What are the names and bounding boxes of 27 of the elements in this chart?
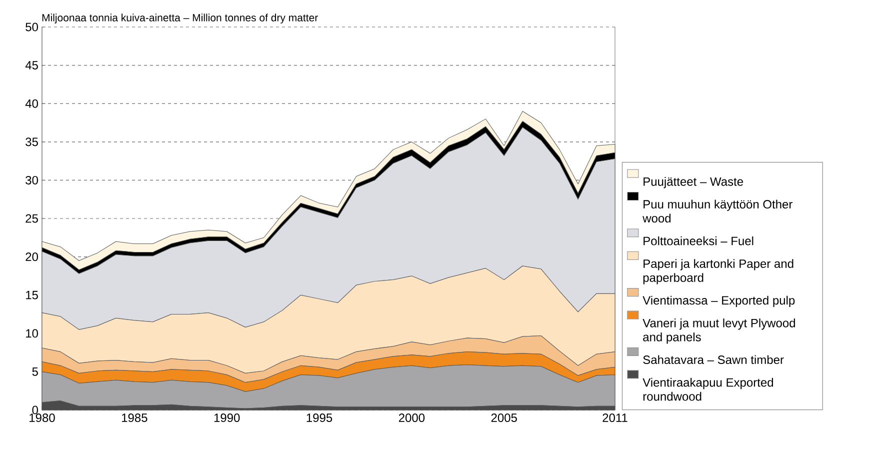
x-tick-label: 1980 xyxy=(30,414,55,422)
y-axis-title: Miljoonaa tonnia kuiva-ainetta – Million tonnes of dry matter xyxy=(42,14,318,24)
legend-label: Puujätteet – Waste xyxy=(644,177,744,188)
y-tick-label: 45 xyxy=(25,61,38,70)
x-tick-label: 1990 xyxy=(214,414,240,422)
legend-label: Sahatavara – Sawn timber xyxy=(643,355,784,364)
y-tick-label: 10 xyxy=(26,329,38,338)
legend-label: Puu muuhun käyttöön Other wood xyxy=(642,200,792,223)
legend-label: Vientiraakapuu Exported roundwood xyxy=(642,378,774,401)
y-tick-label: 30 xyxy=(26,176,38,184)
x-tick-label: 2000 xyxy=(398,414,425,422)
y-tick-label: 35 xyxy=(26,138,38,146)
y-tick-label: 5 xyxy=(32,368,38,376)
y-tick-label: 25 xyxy=(26,214,38,223)
legend-label: Paperi ja kartonki Paper and paperboard xyxy=(643,259,794,284)
y-tick-label: 0 xyxy=(32,406,38,414)
legend-label: Polttoaineeksi – Fuel xyxy=(644,236,754,246)
y-tick-label: 20 xyxy=(26,252,38,262)
y-tick-label: 15 xyxy=(26,290,38,300)
y-tick-label: 40 xyxy=(25,99,38,108)
legend-label: Vaneri ja muut levyt Plywood and panels xyxy=(642,318,795,344)
x-tick-label: 1995 xyxy=(306,414,332,422)
x-tick-label: 2005 xyxy=(491,414,517,422)
y-tick-label: 50 xyxy=(26,22,38,32)
x-tick-label: 1985 xyxy=(122,414,148,422)
legend-label: Vientimassa – Exported pulp xyxy=(642,296,795,308)
x-tick-label: 2011 xyxy=(602,414,628,422)
